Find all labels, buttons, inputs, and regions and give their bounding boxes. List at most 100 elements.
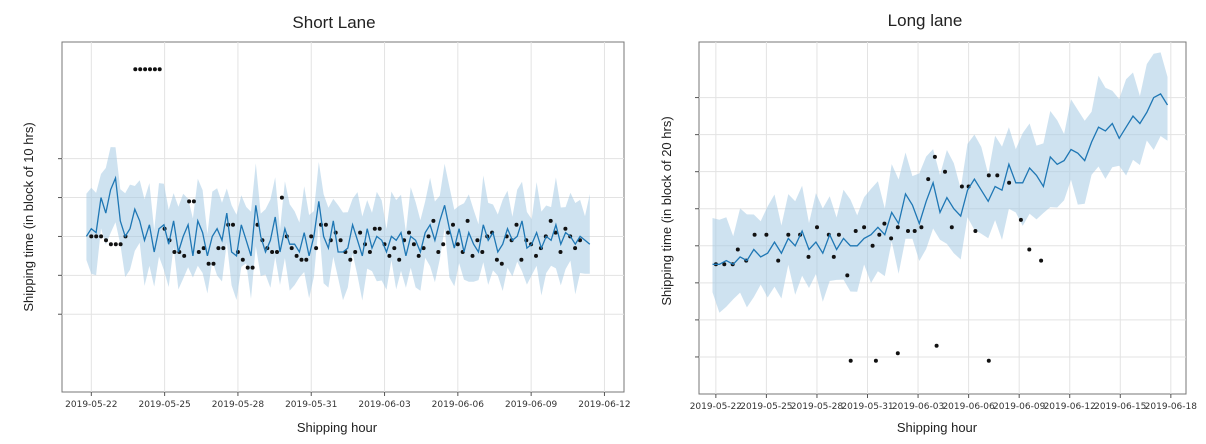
observation-point [275, 250, 279, 254]
observation-point [392, 246, 397, 251]
long-lane-chart: Long lane 2019-05-22 2019-05-25 2019-05-… [659, 11, 1197, 435]
long-lane-title: Long lane [888, 11, 963, 30]
observation-point [426, 234, 431, 239]
observation-point [889, 236, 894, 241]
observation-point [475, 238, 480, 243]
observation-point [446, 230, 451, 235]
observation-point [1018, 217, 1023, 222]
observation-point [553, 230, 558, 235]
short-lane-y-axis-label: Shipping time (in block of 10 hrs) [21, 122, 36, 311]
short-lane-y-ticks [58, 158, 62, 315]
observation-point [279, 195, 284, 200]
observation-point [973, 229, 978, 233]
observation-point [172, 250, 177, 254]
observation-point [240, 257, 245, 262]
observation-point [764, 232, 769, 237]
observation-point [786, 232, 791, 237]
x-tick-label: 2019-05-31 [285, 400, 337, 410]
observation-point [752, 232, 757, 237]
x-tick-label: 2019-06-12 [1044, 402, 1096, 412]
observation-point [309, 234, 314, 239]
observation-point [831, 254, 836, 259]
x-tick-label: 2019-05-31 [841, 402, 893, 412]
observation-point [99, 234, 104, 239]
short-lane-x-axis-label: Shipping hour [297, 420, 378, 435]
observation-point [216, 246, 221, 251]
observation-point [191, 199, 196, 204]
observation-point [1039, 258, 1044, 263]
observation-point [377, 226, 382, 231]
observation-point [104, 238, 108, 243]
observation-point [143, 67, 148, 72]
x-tick-label: 2019-06-09 [993, 402, 1046, 412]
x-tick-label: 2019-06-15 [1094, 402, 1146, 412]
observation-point [441, 242, 446, 247]
observation-point [480, 250, 485, 254]
x-tick-label: 2019-05-28 [791, 402, 844, 412]
observation-point [912, 229, 917, 233]
observation-point [270, 250, 275, 254]
observation-point [314, 246, 319, 251]
observation-point [201, 246, 206, 251]
observation-point [338, 238, 343, 243]
observation-point [845, 273, 850, 278]
long-lane-x-axis-label: Shipping hour [897, 420, 978, 435]
x-tick-label: 2019-06-18 [1145, 402, 1198, 412]
observation-point [367, 250, 372, 254]
observation-point [836, 232, 841, 237]
long-lane-uncertainty-band [712, 52, 1168, 313]
observation-point [573, 246, 578, 251]
observation-point [407, 230, 411, 235]
observation-point [148, 67, 152, 72]
observation-point [118, 242, 123, 247]
observation-point [465, 218, 470, 223]
observation-point [451, 222, 455, 227]
long-lane-grid [699, 42, 1186, 394]
observation-point [113, 242, 118, 247]
observation-point [995, 173, 1000, 178]
observation-point [294, 253, 299, 258]
observation-point [776, 258, 781, 263]
observation-point [534, 253, 538, 258]
x-tick-label: 2019-06-06 [432, 400, 485, 410]
x-tick-label: 2019-06-09 [505, 400, 558, 410]
observation-point [455, 242, 460, 247]
observation-point [372, 226, 377, 231]
x-tick-label: 2019-05-25 [740, 402, 792, 412]
short-lane-chart: Short Lane 2019-05-22 2019-05-25 2019-05… [21, 13, 631, 435]
observation-point [304, 257, 309, 262]
observation-point [514, 222, 519, 227]
observation-point [187, 199, 192, 204]
observation-point [853, 229, 858, 233]
observation-point [323, 222, 328, 227]
observation-point [986, 173, 991, 178]
observation-point [919, 225, 924, 230]
x-tick-label: 2019-06-12 [578, 400, 630, 410]
observation-point [94, 234, 99, 239]
observation-point [152, 67, 157, 72]
observation-point [862, 225, 867, 230]
observation-point [348, 257, 353, 262]
observation-point [470, 253, 475, 258]
x-tick-label: 2019-05-28 [212, 400, 265, 410]
observation-point [563, 226, 568, 231]
observation-point [353, 250, 358, 254]
observation-point [499, 261, 504, 266]
short-lane-x-ticks: 2019-05-22 2019-05-25 2019-05-28 2019-05… [65, 392, 631, 410]
observation-point [196, 250, 201, 254]
observation-point [221, 246, 226, 251]
observation-point [411, 242, 416, 247]
observation-point [870, 243, 875, 248]
observation-point [895, 351, 900, 356]
observation-point [949, 225, 954, 230]
observation-point [231, 222, 235, 227]
observation-point [882, 221, 887, 226]
x-tick-label: 2019-05-22 [65, 400, 117, 410]
short-lane-uncertainty-band [86, 147, 590, 301]
observation-point [519, 257, 524, 262]
observation-point [138, 67, 143, 72]
observation-point [735, 247, 740, 252]
observation-point [926, 177, 931, 182]
observation-point [250, 265, 255, 270]
